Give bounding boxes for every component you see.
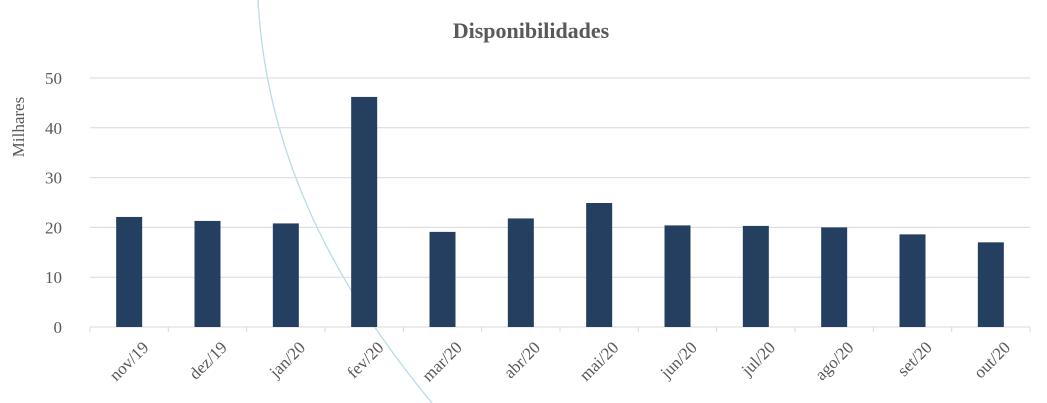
x-tick-label: nov/19 — [106, 338, 153, 385]
bars — [116, 96, 1004, 327]
decorative-arc — [257, 0, 433, 403]
y-tick-label: 20 — [45, 218, 62, 237]
x-tick-label: jun/20 — [656, 338, 701, 383]
bar-set-20 — [899, 234, 926, 327]
x-tick-label: jan/20 — [265, 338, 309, 382]
bar-dez-19 — [194, 220, 221, 327]
y-tick-label: 50 — [45, 69, 62, 88]
bar-mar-20 — [429, 231, 456, 327]
x-tick-label: abr/20 — [500, 338, 544, 382]
bar-mai-20 — [586, 202, 613, 327]
x-tick-label: mai/20 — [576, 338, 623, 385]
x-tick-label: jul/20 — [737, 338, 779, 380]
gridlines — [89, 77, 1031, 332]
x-tick-labels: nov/19 dez/19 jan/20 fev/20 mar/20 abr/20 mai/… — [106, 338, 1015, 385]
y-tick-label: 10 — [45, 268, 62, 287]
bar-nov-19 — [116, 216, 143, 327]
x-tick-label: dez/19 — [185, 338, 230, 383]
bar-jun-20 — [664, 225, 691, 327]
bar-abr-20 — [507, 218, 534, 327]
y-tick-label: 30 — [45, 169, 62, 188]
bar-ago-20 — [821, 227, 848, 327]
x-tick-label: out/20 — [970, 338, 1014, 382]
y-tick-labels: 0 10 20 30 40 50 — [45, 69, 62, 337]
bar-out-20 — [977, 242, 1004, 327]
bar-jul-20 — [742, 225, 769, 327]
y-axis-label: Milhares — [9, 97, 28, 157]
bar-jan-20 — [272, 223, 299, 327]
x-tick-label: fev/20 — [343, 338, 387, 382]
x-tick-label: set/20 — [894, 338, 936, 380]
x-tick-label: ago/20 — [811, 338, 857, 384]
chart-title: Disponibilidades — [453, 18, 610, 43]
bar-fev-20 — [351, 96, 378, 327]
x-tick-label: mar/20 — [418, 338, 465, 385]
y-tick-label: 0 — [54, 318, 63, 337]
y-tick-label: 40 — [45, 119, 62, 138]
